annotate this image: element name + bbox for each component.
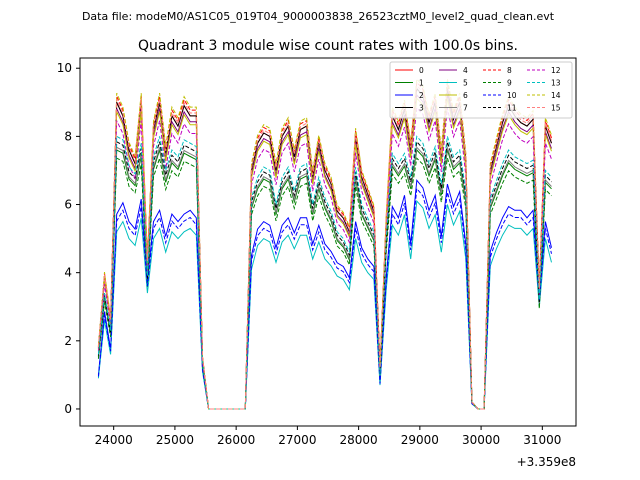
legend-label-13: 13 [551,79,561,88]
y-tick-label: 10 [57,61,72,75]
legend-label-10: 10 [507,91,517,100]
axes-frame [79,57,577,427]
y-tick-label: 6 [64,198,72,212]
legend-label-0: 0 [419,66,424,75]
series-line-9 [97,156,552,410]
plot-area [97,77,552,410]
data-file-label: Data file: modeM0/AS1C05_019T04_90000038… [82,10,555,23]
legend-box [389,61,573,119]
series-line-7 [97,146,552,410]
x-tick-label: 24000 [95,433,133,447]
y-tick-label: 4 [64,266,72,280]
x-tick-label: 30000 [462,433,500,447]
legend-label-6: 6 [463,91,468,100]
legend-label-15: 15 [551,104,561,113]
series-line-10 [97,187,552,410]
legend-label-2: 2 [419,91,424,100]
legend-label-11: 11 [507,104,517,113]
series-line-8 [97,81,552,410]
x-tick-label: 27000 [278,433,316,447]
y-axis: 0 2 4 6 8 10 [57,61,80,416]
legend-label-9: 9 [507,79,512,88]
x-tick-label: 28000 [340,433,378,447]
legend-label-3: 3 [419,104,424,113]
series-line-14 [97,77,552,410]
chart-title: Quadrant 3 module wise count rates with … [138,38,518,54]
legend-label-7: 7 [463,104,468,113]
legend-label-8: 8 [507,66,512,75]
x-tick-label: 25000 [156,433,194,447]
legend-label-12: 12 [551,66,561,75]
x-tick-label: 29000 [401,433,439,447]
y-tick-label: 2 [64,334,72,348]
series-line-15 [97,84,552,410]
x-tick-label: 26000 [217,433,255,447]
x-axis-offset-label: +3.359e8 [517,455,576,469]
x-axis: 24000 25000 26000 27000 28000 29000 30000 31000 [95,426,561,447]
x-tick-label: 31000 [523,433,561,447]
legend-label-5: 5 [463,79,468,88]
y-tick-label: 8 [64,129,72,143]
legend-label-14: 14 [551,91,561,100]
legend-label-4: 4 [463,66,468,75]
legend-label-1: 1 [419,79,424,88]
y-tick-label: 0 [64,402,72,416]
